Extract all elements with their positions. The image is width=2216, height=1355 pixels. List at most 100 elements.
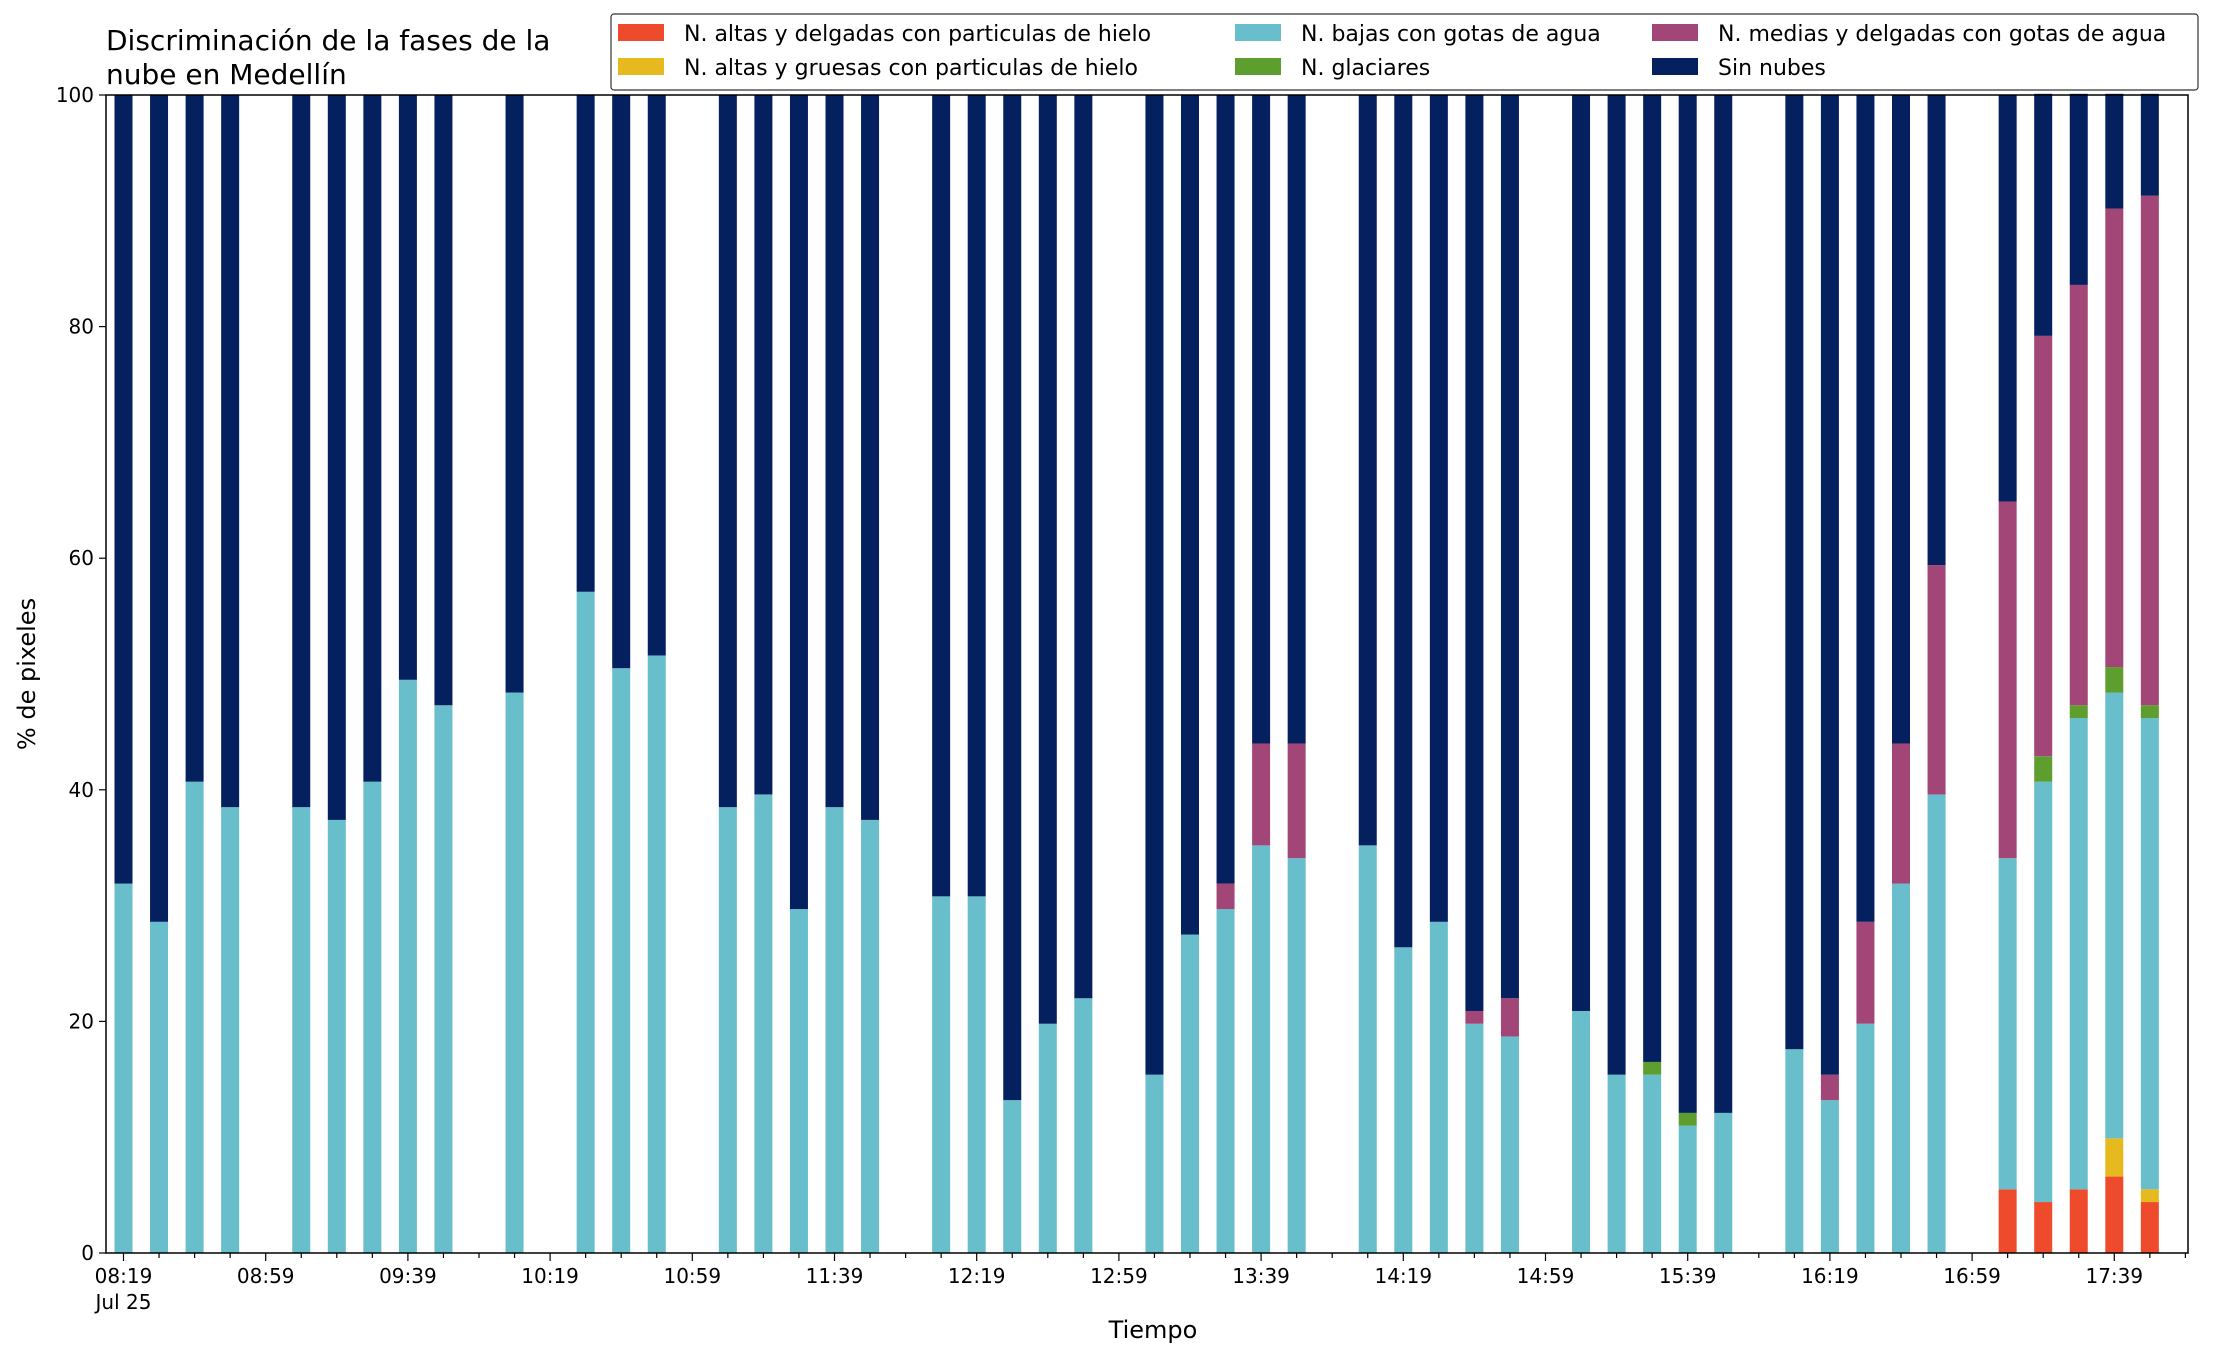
bar-segment xyxy=(363,781,382,1253)
bar-segment xyxy=(1252,845,1271,1253)
bar-segment xyxy=(647,95,666,656)
bar-segment xyxy=(825,807,844,1253)
bar-segment xyxy=(2105,93,2124,209)
x-tick-label: 11:39 xyxy=(806,1264,864,1288)
bar-segment xyxy=(789,95,808,910)
legend-label: Sin nubes xyxy=(1718,56,1826,81)
bar-segment xyxy=(1643,1061,1662,1075)
bar-segment xyxy=(754,95,773,795)
bar-segment xyxy=(1287,95,1306,744)
bar-segment xyxy=(1678,1125,1697,1253)
bar-segment xyxy=(2140,1202,2159,1253)
bar-segment xyxy=(2034,335,2053,757)
x-tick-label: 12:59 xyxy=(1090,1264,1148,1288)
bar-segment xyxy=(1358,845,1377,1253)
y-tick-label: 0 xyxy=(81,1241,94,1265)
chart-title-line-2: nube en Medellín xyxy=(106,58,347,91)
legend-label: N. bajas con gotas de agua xyxy=(1301,22,1601,47)
y-tick-label: 20 xyxy=(69,1009,94,1033)
x-tick-label: 16:59 xyxy=(1943,1264,2001,1288)
bar-segment xyxy=(612,95,631,669)
bar-segment xyxy=(1394,947,1413,1253)
x-tick-label: 08:59 xyxy=(237,1264,295,1288)
bar-segment xyxy=(1607,95,1626,1075)
bar-segment xyxy=(505,692,524,1253)
x-tick-label: 12:19 xyxy=(948,1264,1006,1288)
bar-segment xyxy=(2069,93,2088,285)
legend-swatch xyxy=(1652,58,1698,75)
bar-segment xyxy=(1465,95,1484,1011)
bar-segment xyxy=(505,95,524,693)
x-tick-label: 10:59 xyxy=(663,1264,721,1288)
bar-segment xyxy=(185,781,204,1253)
bar-segment xyxy=(1643,95,1662,1062)
bar-segment xyxy=(1820,1074,1839,1101)
bar-segment xyxy=(327,95,346,820)
x-tick-label: 15:39 xyxy=(1659,1264,1717,1288)
bar-segment xyxy=(1038,95,1057,1024)
bar-segment xyxy=(221,95,240,808)
y-axis-label: % de pixeles xyxy=(13,598,41,750)
bar-segment xyxy=(967,896,986,1253)
x-tick-label: 13:39 xyxy=(1232,1264,1290,1288)
bar-segment xyxy=(398,95,417,680)
x-tick-label: 14:59 xyxy=(1517,1264,1575,1288)
bar-segment xyxy=(2140,195,2159,706)
bar-segment xyxy=(2069,705,2088,719)
x-axis: 08:19 08:59 09:39 10:19 10:59 11:39 12:19 12:59… xyxy=(94,1253,2186,1314)
legend-swatch xyxy=(618,24,664,41)
bar-segment xyxy=(292,807,311,1253)
bar-segment xyxy=(1643,1074,1662,1253)
bar-segment xyxy=(1998,501,2017,859)
bar-segment xyxy=(2069,718,2088,1190)
legend-label: N. medias y delgadas con gotas de agua xyxy=(1718,22,2166,47)
bar-segment xyxy=(2140,93,2159,196)
bar-segment xyxy=(1465,1010,1484,1024)
bar-segment xyxy=(2034,756,2053,782)
bar-segment xyxy=(221,807,240,1253)
bar-segment xyxy=(1820,1100,1839,1253)
bar-segment xyxy=(718,95,737,808)
bar-segment xyxy=(2105,667,2124,693)
legend-swatch xyxy=(618,58,664,75)
bar-segment xyxy=(327,819,346,1253)
bar-segment xyxy=(861,95,880,820)
bar-segment xyxy=(754,794,773,1253)
bar-segment xyxy=(1927,95,1946,566)
bar-segment xyxy=(1216,95,1235,884)
x-tick-label: 14:19 xyxy=(1374,1264,1432,1288)
legend-box xyxy=(610,13,2199,91)
legend-label: N. altas y gruesas con particulas de hie… xyxy=(684,56,1138,81)
y-axis: 0 20 40 60 80 100 xyxy=(56,83,106,1265)
bar-segment xyxy=(2105,1176,2124,1253)
x-tick-label: 10:19 xyxy=(521,1264,579,1288)
bar-segment xyxy=(1856,95,1875,922)
bar-segment xyxy=(1252,95,1271,744)
bar-segment xyxy=(1714,95,1733,1113)
bar-segment xyxy=(1500,1036,1519,1253)
bar-segment xyxy=(1038,1023,1057,1253)
bar-segment xyxy=(1607,1074,1626,1253)
legend-swatch xyxy=(1652,24,1698,41)
bar-segment xyxy=(932,896,951,1253)
bar-segment xyxy=(612,668,631,1253)
bar-segment xyxy=(1572,1010,1591,1253)
bar-segment xyxy=(1074,998,1093,1253)
bar-segment xyxy=(363,95,382,782)
y-tick-label: 60 xyxy=(69,546,94,570)
bar-segment xyxy=(576,591,595,1253)
bar-segment xyxy=(1252,743,1271,846)
bar-segment xyxy=(932,95,951,897)
bar-segment xyxy=(1892,883,1910,1253)
bar-segment xyxy=(1003,95,1022,1101)
x-tick-label: 16:19 xyxy=(1801,1264,1859,1288)
bar-segment xyxy=(1500,95,1519,999)
bar-segment xyxy=(1927,565,1946,795)
bar-segment xyxy=(1820,95,1839,1075)
bar-segment xyxy=(1572,95,1591,1011)
bar-segment xyxy=(1856,1023,1875,1253)
bar-segment xyxy=(1465,1023,1484,1253)
x-tick-label: 17:39 xyxy=(2085,1264,2143,1288)
bar-segment xyxy=(1358,95,1377,846)
